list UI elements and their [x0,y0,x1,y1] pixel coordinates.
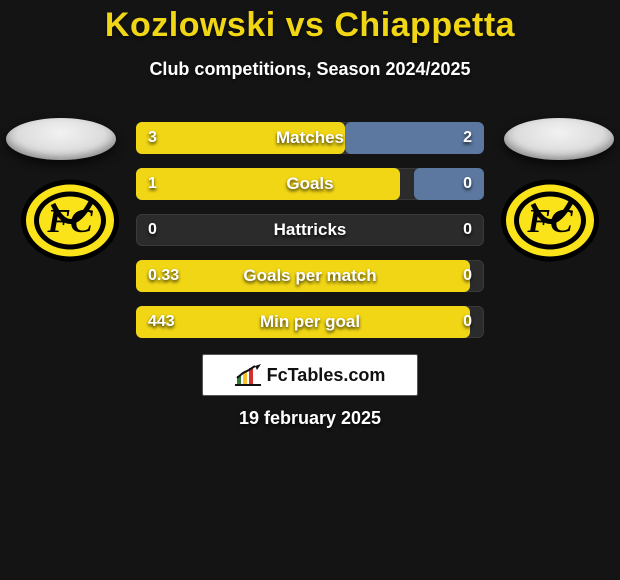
stat-row: 0.33 0 Goals per match [136,260,484,292]
stat-fill-left [136,306,470,338]
date-label: 19 february 2025 [0,408,620,429]
stat-row: 1 0 Goals [136,168,484,200]
bar-chart-icon [235,364,261,386]
club-crest-icon: FC [500,178,600,263]
page-subtitle: Club competitions, Season 2024/2025 [0,59,620,80]
stat-track [136,214,484,246]
stat-fill-left [136,168,400,200]
stat-fill-left [136,122,345,154]
comparison-card: Kozlowski vs Chiappetta Club competition… [0,0,620,580]
stat-fill-left [136,260,470,292]
player-left-avatar [6,118,116,160]
brand-label: FcTables.com [267,365,386,386]
stats-container: 3 2 Matches 1 0 Goals 0 0 Hattricks 0.33… [136,122,484,352]
stat-fill-right [345,122,484,154]
player-right-avatar [504,118,614,160]
stat-row: 443 0 Min per goal [136,306,484,338]
club-badge-right: FC [500,178,600,263]
stat-fill-right [414,168,484,200]
brand-box[interactable]: FcTables.com [202,354,418,396]
stat-row: 0 0 Hattricks [136,214,484,246]
page-title: Kozlowski vs Chiappetta [0,0,620,45]
club-crest-icon: FC [20,178,120,263]
club-badge-left: FC [20,178,120,263]
stat-row: 3 2 Matches [136,122,484,154]
